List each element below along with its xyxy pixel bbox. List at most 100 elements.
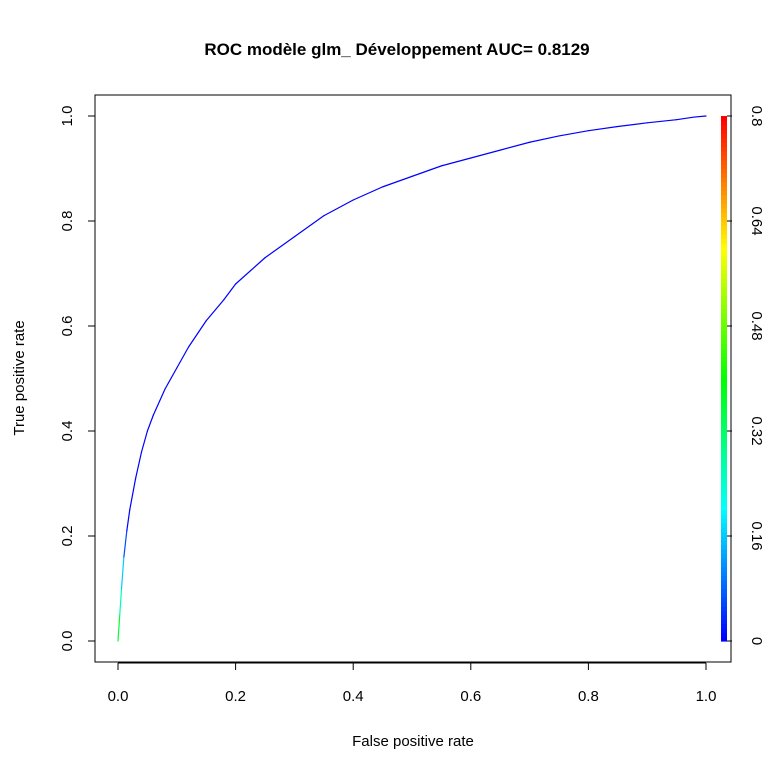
colorbar-segment [721,177,727,183]
colorbar-segment [721,151,727,156]
colorbar-segment [721,256,727,261]
roc-curve-segment [164,367,178,390]
colorbar-segment [721,474,727,480]
colorbar-segment [721,273,727,279]
colorbar-segment [721,356,727,362]
colorbar-segment [721,365,727,371]
colorbar-segment [721,457,727,463]
roc-curve-segment [352,186,384,201]
roc-curve-segment [152,388,166,416]
colorbar-segment [721,251,727,257]
colorbar-segment [721,636,727,642]
colorbar-segment [721,159,727,165]
roc-curve-segment [382,175,413,188]
colorbar-tick-label: 0 [748,637,763,645]
roc-curve-segment [146,414,154,432]
colorbar-segment [721,199,727,205]
colorbar-segment [721,317,727,323]
colorbar-segment [721,540,727,546]
colorbar-segment [721,448,727,454]
colorbar-segment [721,260,727,266]
roc-curve-segment [126,509,131,532]
roc-curve-segment [587,125,619,132]
colorbar-segment [721,334,727,340]
colorbar-segment [721,155,727,161]
colorbar-segment [721,339,727,345]
colorbar-segment [721,549,727,555]
y-tick-label: 0.6 [59,316,76,337]
colorbar-segment [721,304,727,310]
x-tick-label: 0.4 [343,688,364,705]
y-tick-label: 0.8 [59,211,76,232]
colorbar-segment [721,566,727,572]
colorbar-segment [721,518,727,524]
colorbar-segment [721,146,727,152]
colorbar-segment [721,286,727,292]
colorbar-segment [721,347,727,353]
colorbar-segment [721,225,727,231]
colorbar-segment [721,487,727,493]
colorbar-segment [721,610,727,616]
colorbar-segment [721,374,727,380]
colorbar-segment [721,330,727,336]
colorbar-segment [721,129,727,135]
colorbar-segment [721,614,727,620]
roc-curve-segment [264,236,295,259]
roc-curve [117,115,707,642]
colorbar-segment [721,295,727,301]
colorbar-segment [721,452,727,458]
colorbar: 0 0.16 0.32 0.48 0.64 0.8 [721,106,763,645]
colorbar-segment [721,116,727,121]
colorbar-segment [721,321,727,327]
colorbar-segment [721,557,727,563]
roc-curve-segment [411,165,442,177]
colorbar-segment [721,501,727,506]
colorbar-segment [721,238,727,244]
roc-curve-segment [135,451,143,479]
colorbar-segment [721,378,727,384]
colorbar-segment [721,496,727,502]
y-tick-label: 0.2 [59,526,76,547]
roc-curve-segment [129,477,137,511]
colorbar-tick-label: 0.16 [748,521,763,550]
roc-curve-segment [693,115,707,118]
colorbar-tick-label: 0.48 [748,311,763,340]
roc-curve-segment [323,199,354,217]
colorbar-segment [721,277,727,283]
colorbar-segment [721,479,727,485]
colorbar-segment [721,269,727,275]
colorbar-segment [721,592,727,598]
roc-curve-segment [440,157,472,167]
colorbar-segment [721,431,727,436]
roc-curve-segment [528,135,560,143]
colorbar-segment [721,404,727,410]
y-tick-label: 1.0 [59,106,76,127]
roc-curve-segment [205,299,225,322]
colorbar-segment [721,606,727,611]
roc-curve-segment [470,149,501,159]
x-axis: 0.0 0.2 0.4 0.6 0.8 1.0 [108,662,716,705]
colorbar-segment [721,527,727,533]
colorbar-segment [721,623,727,629]
colorbar-segment [721,247,727,253]
colorbar-segment [721,142,727,148]
colorbar-segment [721,553,727,559]
colorbar-segment [721,619,727,625]
colorbar-segment [721,282,727,288]
colorbar-segment [721,133,727,139]
colorbar-segment [721,291,727,296]
colorbar-segment [721,584,727,590]
colorbar-segment [721,299,727,305]
colorbar-segment [721,308,727,314]
colorbar-segment [721,483,727,489]
colorbar-segment [721,326,727,331]
roc-curve-segment [123,530,128,558]
roc-curve-segment [675,116,695,121]
y-tick-label: 0.0 [59,631,76,652]
colorbar-segment [721,509,727,515]
x-axis-label: False positive rate [352,733,474,750]
colorbar-segment [721,444,727,450]
colorbar-segment [721,531,727,537]
colorbar-segment [721,579,727,585]
